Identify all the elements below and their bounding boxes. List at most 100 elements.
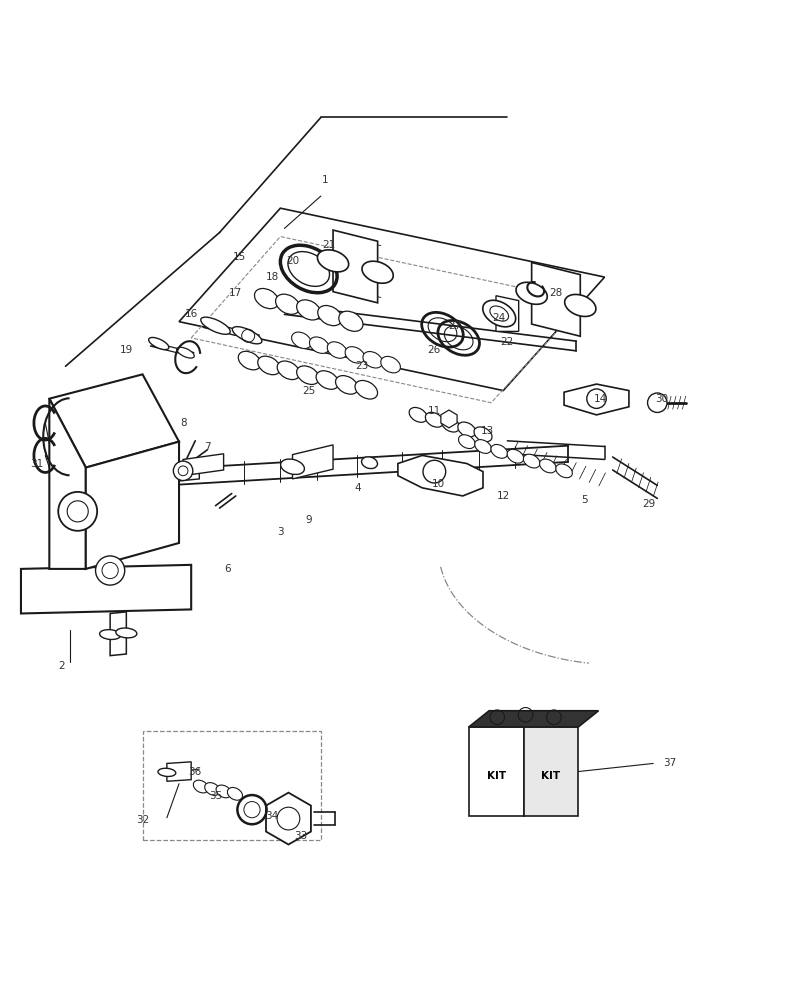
Text: 5: 5 — [581, 495, 587, 505]
Ellipse shape — [216, 785, 231, 798]
Ellipse shape — [338, 311, 363, 331]
Polygon shape — [167, 762, 191, 781]
Text: 12: 12 — [496, 491, 509, 501]
Polygon shape — [292, 445, 333, 479]
Ellipse shape — [177, 347, 194, 358]
Ellipse shape — [254, 288, 278, 309]
Text: 26: 26 — [427, 345, 440, 355]
Polygon shape — [333, 230, 377, 303]
Ellipse shape — [281, 459, 304, 474]
Ellipse shape — [158, 768, 175, 776]
Ellipse shape — [380, 356, 400, 373]
Ellipse shape — [116, 628, 137, 638]
Ellipse shape — [457, 422, 475, 437]
Text: 4: 4 — [354, 483, 360, 493]
Ellipse shape — [483, 300, 515, 327]
Text: 6: 6 — [224, 564, 230, 574]
Polygon shape — [21, 565, 191, 613]
Text: 21: 21 — [322, 240, 335, 250]
Ellipse shape — [291, 332, 311, 349]
Text: 28: 28 — [549, 288, 562, 298]
Ellipse shape — [441, 417, 459, 432]
Text: 22: 22 — [500, 337, 513, 347]
Polygon shape — [150, 346, 194, 353]
Ellipse shape — [489, 306, 508, 321]
Text: 32: 32 — [135, 815, 149, 825]
Ellipse shape — [317, 250, 348, 272]
Polygon shape — [178, 208, 604, 391]
Ellipse shape — [277, 361, 299, 380]
Ellipse shape — [362, 261, 393, 283]
Ellipse shape — [200, 317, 230, 334]
Polygon shape — [49, 374, 178, 468]
Text: 3: 3 — [277, 527, 283, 537]
Polygon shape — [496, 296, 518, 331]
Circle shape — [173, 461, 192, 481]
Text: 24: 24 — [492, 313, 505, 323]
Text: 2: 2 — [58, 661, 65, 671]
Ellipse shape — [539, 459, 556, 473]
Text: 16: 16 — [184, 309, 198, 319]
Ellipse shape — [507, 449, 523, 463]
Ellipse shape — [232, 327, 262, 344]
Text: 9: 9 — [305, 515, 311, 525]
Text: 33: 33 — [294, 831, 307, 841]
Ellipse shape — [474, 427, 491, 442]
Circle shape — [423, 460, 445, 483]
Text: 11: 11 — [427, 406, 440, 416]
Text: 1: 1 — [321, 175, 328, 185]
Ellipse shape — [409, 407, 427, 422]
Ellipse shape — [238, 351, 260, 370]
Ellipse shape — [148, 337, 169, 350]
Polygon shape — [182, 454, 223, 476]
Ellipse shape — [315, 371, 338, 389]
Polygon shape — [468, 727, 523, 816]
Ellipse shape — [327, 342, 346, 358]
Circle shape — [646, 393, 666, 412]
Polygon shape — [174, 469, 199, 481]
Ellipse shape — [555, 464, 572, 478]
Circle shape — [58, 492, 97, 531]
Polygon shape — [266, 793, 311, 845]
Ellipse shape — [491, 444, 507, 458]
Ellipse shape — [564, 294, 595, 316]
Polygon shape — [468, 711, 598, 727]
Text: 27: 27 — [448, 321, 461, 331]
Text: 25: 25 — [302, 386, 315, 396]
Text: 15: 15 — [233, 252, 247, 262]
Ellipse shape — [335, 376, 358, 394]
Ellipse shape — [275, 294, 299, 314]
Text: 19: 19 — [119, 345, 133, 355]
Ellipse shape — [227, 787, 242, 800]
Ellipse shape — [193, 780, 208, 793]
Ellipse shape — [296, 300, 320, 320]
Text: 35: 35 — [208, 791, 222, 801]
Text: 37: 37 — [662, 758, 676, 768]
Ellipse shape — [458, 435, 474, 449]
Ellipse shape — [204, 783, 220, 795]
Polygon shape — [397, 455, 483, 496]
Ellipse shape — [523, 454, 539, 468]
Circle shape — [96, 556, 125, 585]
Polygon shape — [49, 399, 86, 569]
Text: KIT: KIT — [486, 771, 505, 781]
Ellipse shape — [317, 306, 341, 326]
Ellipse shape — [515, 282, 547, 304]
Text: 10: 10 — [431, 479, 444, 489]
Ellipse shape — [363, 352, 382, 368]
Ellipse shape — [354, 380, 377, 399]
Ellipse shape — [361, 457, 377, 469]
Polygon shape — [110, 612, 127, 656]
Ellipse shape — [100, 630, 121, 639]
Text: 8: 8 — [179, 418, 187, 428]
Polygon shape — [86, 442, 178, 569]
Polygon shape — [440, 410, 457, 428]
Text: 20: 20 — [285, 256, 298, 266]
Polygon shape — [523, 727, 577, 816]
Ellipse shape — [309, 337, 328, 353]
Ellipse shape — [345, 347, 364, 363]
Text: 31: 31 — [31, 459, 44, 469]
Text: 13: 13 — [480, 426, 493, 436]
Polygon shape — [564, 384, 629, 415]
Text: 36: 36 — [188, 767, 202, 777]
